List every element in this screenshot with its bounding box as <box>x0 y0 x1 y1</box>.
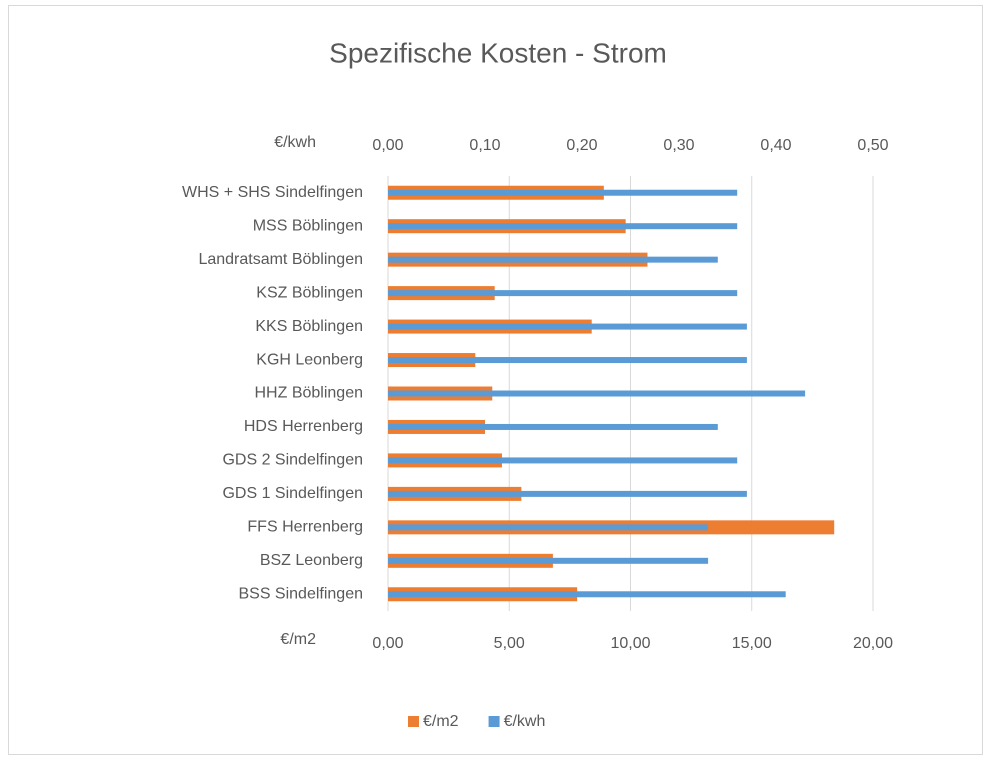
y-tick-label: GDS 2 Sindelfingen <box>222 452 363 469</box>
bar <box>388 357 747 364</box>
x2-tick-label: 0,20 <box>566 137 597 154</box>
x-tick-label: 10,00 <box>610 635 650 652</box>
x-tick-label: 15,00 <box>732 635 772 652</box>
x-tick-label: 5,00 <box>494 635 525 652</box>
bar <box>388 189 738 196</box>
y-tick-label: BSS Sindelfingen <box>238 585 363 602</box>
bar <box>388 591 786 598</box>
y-tick-label: FFS Herrenberg <box>247 519 363 536</box>
y-tick-label: Landratsamt Böblingen <box>198 251 363 268</box>
x2-tick-label: 0,00 <box>372 137 403 154</box>
bar <box>388 290 738 297</box>
y-tick-label: HDS Herrenberg <box>244 418 363 435</box>
bar <box>388 557 709 564</box>
legend-swatch <box>408 716 419 727</box>
bar <box>388 457 738 464</box>
chart-border <box>8 5 983 755</box>
bar <box>388 524 709 531</box>
x-tick-label: 20,00 <box>853 635 893 652</box>
legend-swatch <box>488 716 500 727</box>
x2-tick-label: 0,50 <box>857 137 888 154</box>
x2-tick-label: 0,10 <box>469 137 500 154</box>
y-tick-label: HHZ Böblingen <box>255 385 364 402</box>
bar <box>388 323 747 330</box>
legend-label: €/m2 <box>423 713 459 730</box>
y-tick-label: BSZ Leonberg <box>260 552 363 569</box>
y-tick-label: KKS Böblingen <box>255 318 363 335</box>
bar <box>388 390 806 397</box>
x-axis-label: €/m2 <box>280 631 316 648</box>
bar <box>388 490 747 497</box>
bar <box>388 256 718 263</box>
chart-title: Spezifische Kosten - Strom <box>329 37 667 68</box>
y-tick-label: WHS + SHS Sindelfingen <box>182 184 363 201</box>
bar <box>388 223 738 230</box>
y-tick-label: KGH Leonberg <box>256 351 363 368</box>
y-tick-label: GDS 1 Sindelfingen <box>222 485 363 502</box>
legend-label: €/kwh <box>504 713 546 730</box>
y-tick-label: KSZ Böblingen <box>256 284 363 301</box>
x2-tick-label: 0,40 <box>760 137 791 154</box>
x2-tick-label: 0,30 <box>663 137 694 154</box>
x2-axis-label: €/kwh <box>274 134 316 151</box>
x-tick-label: 0,00 <box>372 635 403 652</box>
bar <box>388 423 718 430</box>
y-tick-label: MSS Böblingen <box>253 217 363 234</box>
